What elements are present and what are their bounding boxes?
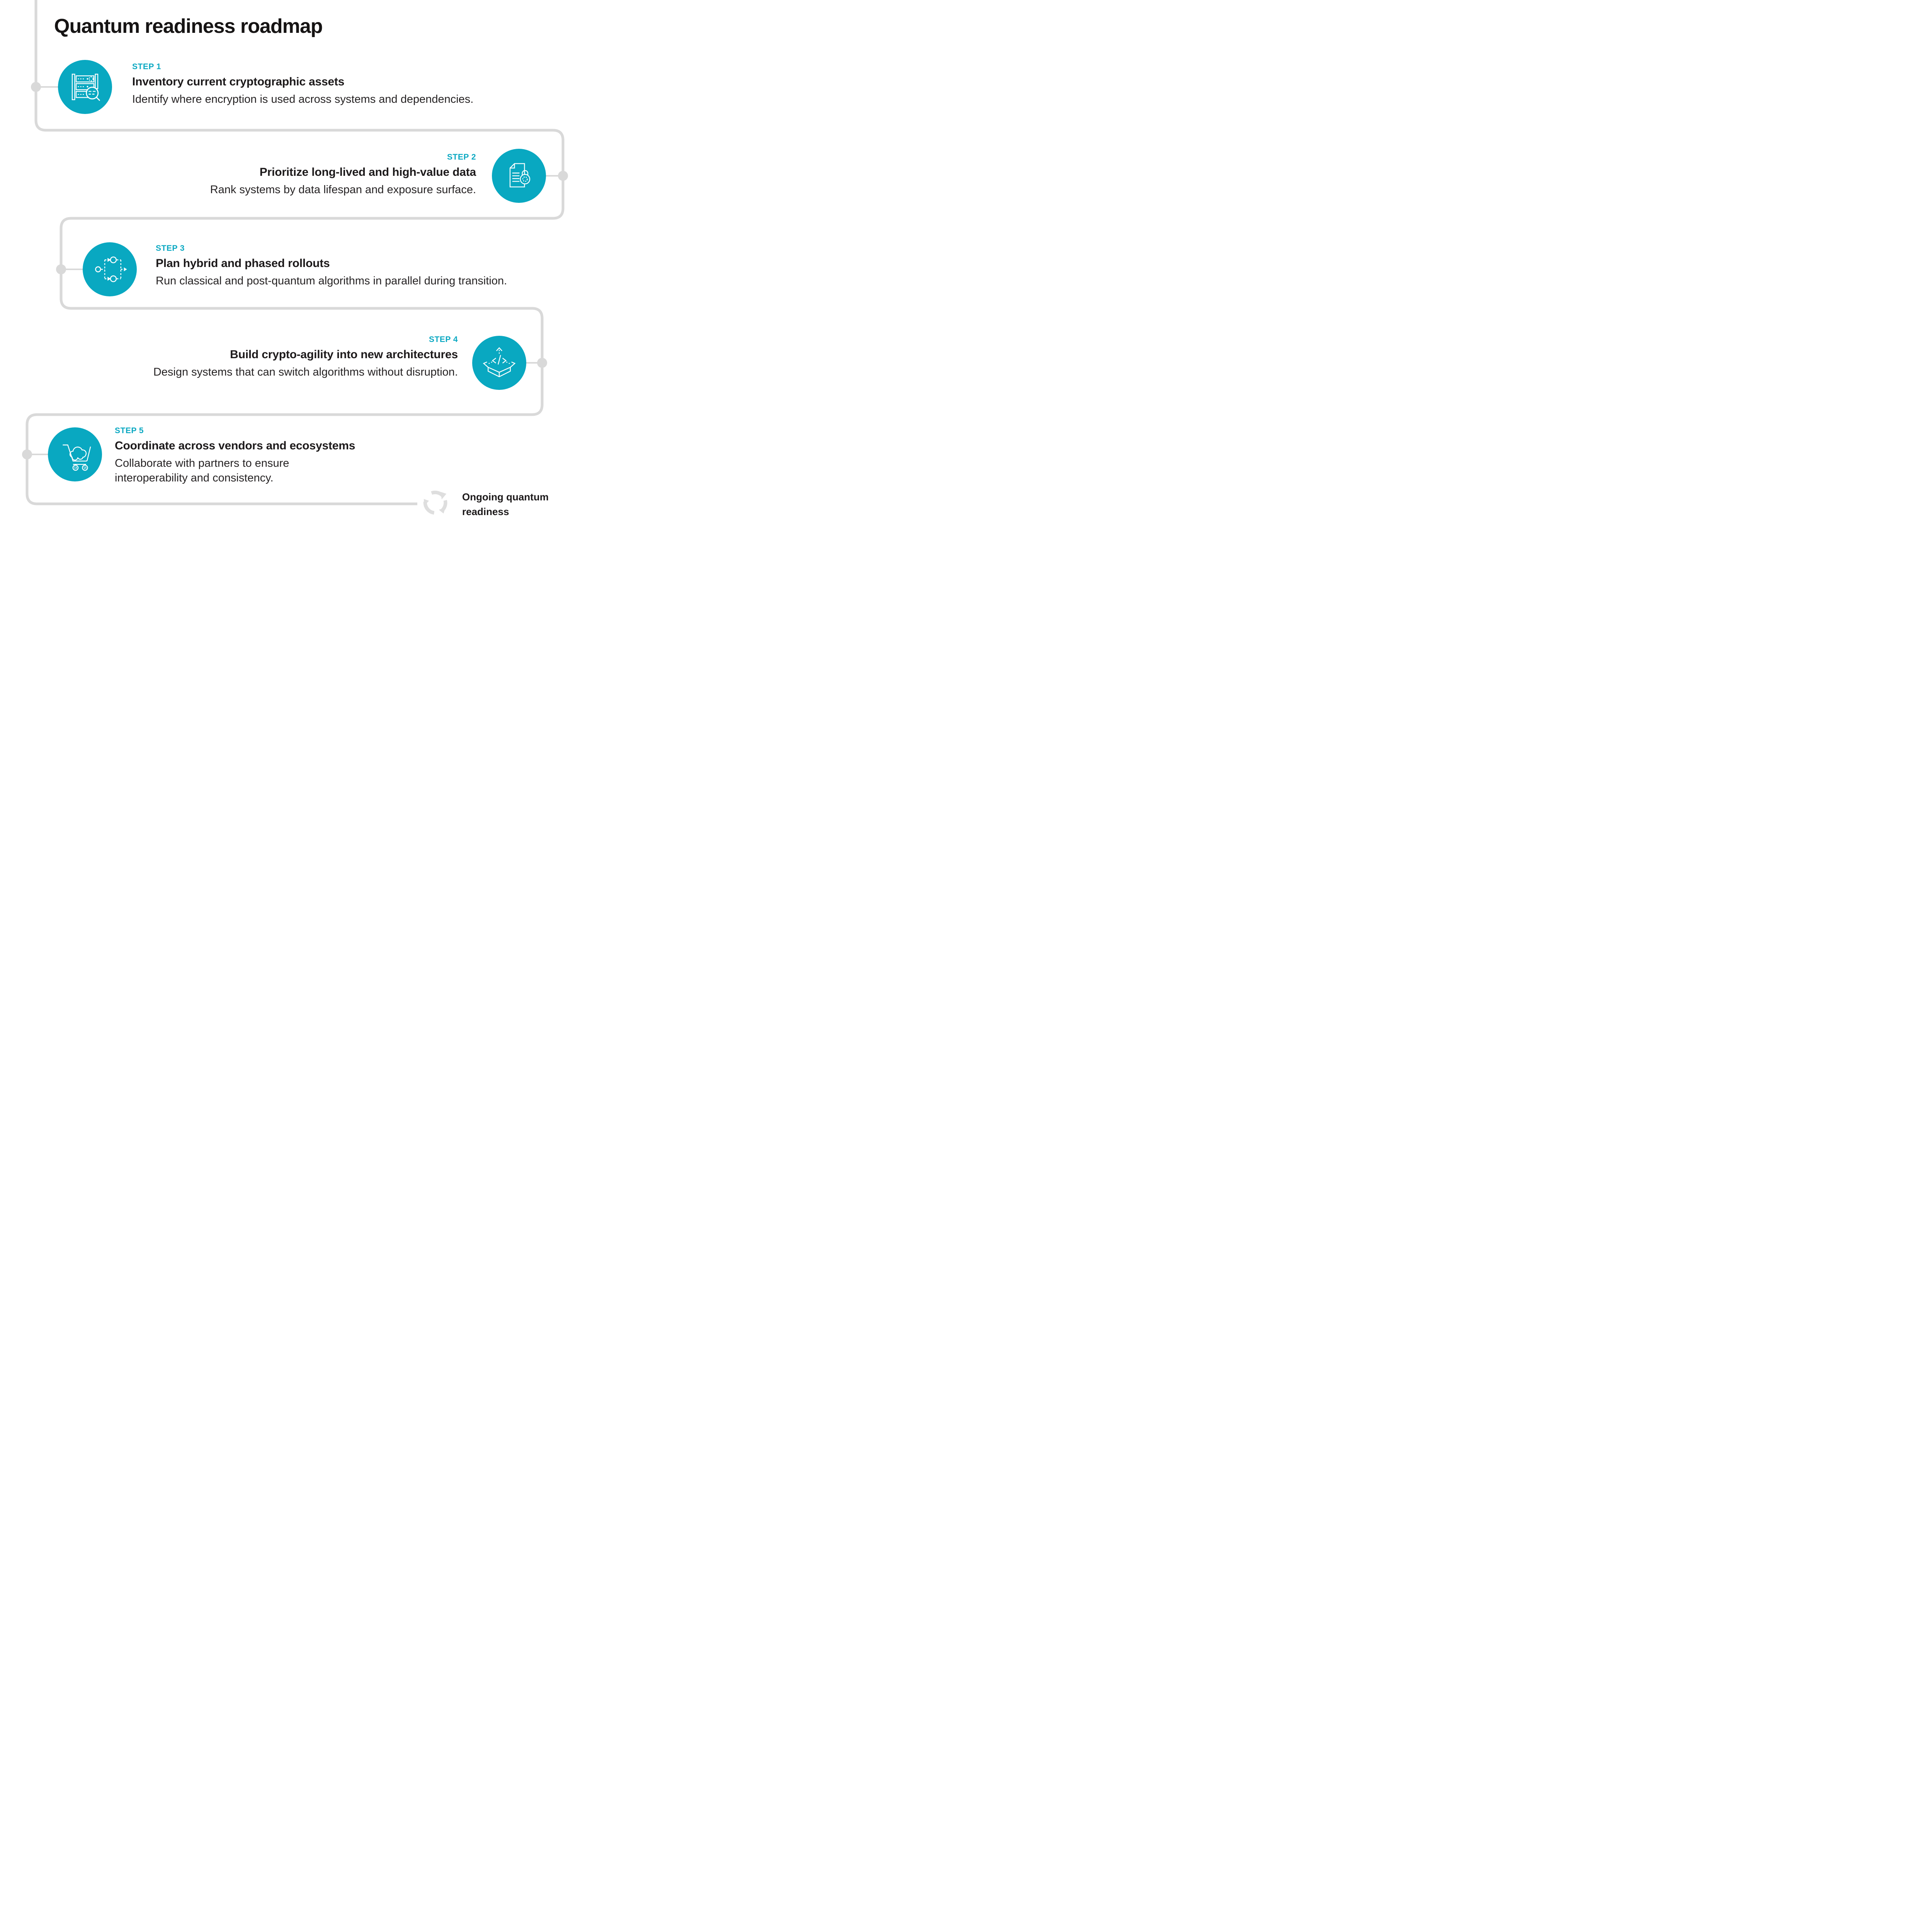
step-4-row: STEP 4 Build crypto-agility into new arc… — [153, 335, 458, 379]
step-3-heading: Plan hybrid and phased rollouts — [156, 257, 330, 270]
roadmap-connector — [22, 0, 568, 505]
step-1-icon-circle — [58, 60, 112, 114]
step-4-heading: Build crypto-agility into new architectu… — [230, 348, 458, 361]
step-2-description: Rank systems by data lifespan and exposu… — [210, 183, 476, 196]
node-step-4 — [537, 358, 547, 368]
step-5-label: STEP 5 — [115, 426, 144, 435]
step-3-label: STEP 3 — [156, 244, 185, 253]
step-2-row: STEP 2 Prioritize long-lived and high-va… — [210, 153, 476, 197]
quantum-roadmap-infographic: Quantum readiness roadmap STEP 1 Invento… — [0, 0, 601, 532]
step-5-row: STEP 5 Coordinate across vendors and eco… — [115, 427, 355, 485]
connector-path — [26, 0, 565, 505]
ongoing-readiness-label: Ongoing quantum readiness — [462, 491, 549, 517]
step-1-description: Identify where encryption is used across… — [132, 93, 474, 105]
step-2-heading: Prioritize long-lived and high-value dat… — [259, 166, 476, 179]
step-4-icon-circle — [472, 336, 526, 390]
step-3-row: STEP 3 Plan hybrid and phased rollouts R… — [156, 244, 507, 288]
step-5-heading: Coordinate across vendors and ecosystems — [115, 439, 355, 452]
server-search-icon — [71, 73, 100, 101]
node-step-3 — [56, 264, 66, 274]
box-code-icon — [483, 347, 516, 378]
step-5-icon-circle — [48, 427, 102, 481]
cycle-arrows-icon — [423, 490, 447, 515]
step-1-heading: Inventory current cryptographic assets — [132, 75, 345, 88]
node-step-2 — [558, 171, 568, 181]
step-1-label: STEP 1 — [132, 62, 161, 71]
step-4-description: Design systems that can switch algorithm… — [153, 366, 458, 378]
node-step-5 — [22, 449, 32, 459]
step-4-label: STEP 4 — [429, 335, 458, 344]
step-3-description: Run classical and post-quantum algorithm… — [156, 274, 507, 287]
cart-cloud-icon — [63, 444, 91, 471]
connector-nodes — [22, 82, 568, 459]
parallel-flow-icon — [95, 256, 127, 282]
step-2-label: STEP 2 — [447, 153, 476, 162]
step-5-description: Collaborate with partners to ensure inte… — [115, 457, 289, 484]
page-title: Quantum readiness roadmap — [54, 15, 323, 37]
step-3-icon-circle — [83, 242, 137, 296]
step-2-icon-circle — [492, 149, 546, 203]
document-lock-icon — [509, 163, 531, 187]
step-1-row: STEP 1 Inventory current cryptographic a… — [132, 63, 473, 107]
node-step-1 — [31, 82, 41, 92]
